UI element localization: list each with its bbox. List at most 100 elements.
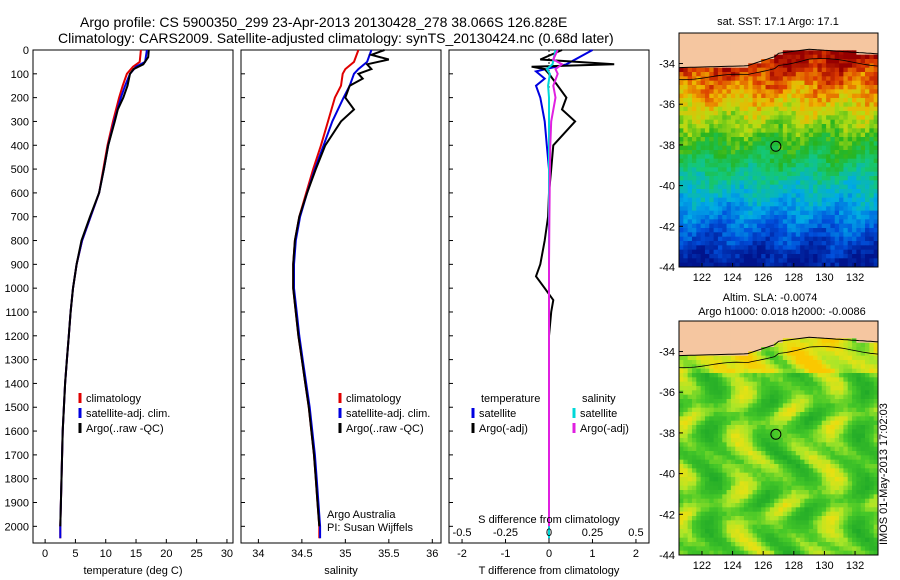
sla-map-cell: [687, 472, 693, 478]
sla-map-cell: [769, 390, 775, 396]
sst-map-cell: [752, 158, 758, 164]
sla-map-cell: [778, 529, 784, 534]
sst-map-cell: [691, 189, 697, 194]
sst-map-cell: [679, 115, 684, 121]
sla-map-cell: [700, 360, 706, 365]
sla-map-cell: [813, 425, 818, 430]
sla-map-cell: [873, 381, 879, 387]
sst-map-cell: [717, 189, 723, 194]
sst-map-cell: [791, 54, 797, 60]
sla-map-cell: [839, 321, 844, 326]
sst-map-cell: [852, 115, 857, 121]
sla-map-cell: [748, 451, 753, 456]
sla-map-cell: [700, 321, 706, 326]
sst-map-cell: [852, 102, 857, 108]
sst-map-cell: [704, 145, 710, 151]
sst-map-cell: [730, 80, 736, 86]
sst-map-cell: [679, 228, 684, 233]
sst-map-cell: [869, 193, 875, 199]
sla-map-cell: [834, 416, 840, 422]
sla-map-cell: [761, 468, 766, 474]
sla-map-cell: [756, 433, 762, 439]
sla-map-cell: [769, 355, 775, 361]
sst-map-cell: [696, 132, 702, 138]
sst-map-cell: [726, 41, 732, 47]
sla-map-cell: [743, 381, 749, 387]
sst-map-cell: [739, 215, 745, 220]
sst-map-cell: [830, 180, 836, 186]
sst-map-cell: [852, 258, 857, 264]
sla-map-cell: [704, 351, 710, 357]
sla-map-cell: [717, 364, 723, 370]
sla-map-cell: [696, 494, 702, 500]
sst-map-cell: [808, 189, 814, 194]
sst-map-cell: [813, 145, 818, 151]
sst-map-cell: [808, 63, 814, 69]
map-y-tick-label: -40: [659, 181, 675, 193]
sla-map-cell: [756, 342, 762, 348]
sla-map-cell: [761, 321, 766, 326]
sst-map-cell: [743, 80, 749, 86]
sla-map-cell: [717, 511, 723, 517]
y-tick-label: 600: [11, 188, 29, 200]
sst-map-cell: [800, 206, 805, 212]
sla-map-cell: [778, 368, 784, 374]
sla-map-cell: [839, 368, 844, 374]
sla-map-cell: [813, 446, 818, 452]
sst-map-cell: [856, 119, 862, 125]
sst-map-cell: [761, 180, 766, 186]
sst-map-cell: [782, 206, 788, 212]
sla-map-cell: [873, 407, 879, 413]
sla-map-cell: [817, 503, 823, 508]
sst-map-cell: [847, 37, 853, 43]
sst-map-cell: [743, 228, 749, 233]
sst-map-cell: [765, 54, 771, 60]
x-axis-label: temperature (deg C): [83, 565, 182, 577]
sst-map-cell: [704, 254, 710, 259]
sst-map-cell: [700, 249, 706, 255]
sla-map-cell: [869, 498, 875, 504]
sst-map-cell: [717, 76, 723, 82]
y-tick-label: 1700: [5, 450, 29, 462]
sst-map-cell: [795, 89, 801, 95]
sst-map-cell: [765, 254, 771, 259]
sst-map-cell: [821, 189, 827, 194]
sla-map-cell: [704, 477, 710, 482]
sst-map-cell: [852, 106, 857, 112]
sla-map-cell: [813, 433, 818, 439]
sst-map-cell: [696, 262, 702, 268]
sst-map-cell: [808, 176, 814, 181]
sla-map-cell: [791, 524, 797, 530]
sla-map-cell: [821, 394, 827, 400]
sst-map-cell: [769, 33, 775, 38]
sla-map-cell: [748, 468, 753, 474]
sst-map-cell: [769, 223, 775, 229]
sst-map-cell: [834, 232, 840, 238]
sla-map-cell: [839, 407, 844, 413]
sla-map-cell: [843, 507, 849, 513]
sst-map-cell: [709, 141, 715, 147]
sla-map-cell: [748, 412, 753, 417]
sla-map-cell: [795, 368, 801, 374]
sst-map-cell: [778, 193, 784, 199]
sst-map-cell: [761, 245, 766, 251]
sla-map-cell: [813, 524, 818, 530]
sla-map-cell: [730, 529, 736, 534]
sst-map-cell: [873, 193, 879, 199]
sla-map-cell: [722, 355, 727, 361]
sla-map-cell: [735, 394, 740, 400]
sst-map-cell: [774, 115, 779, 121]
sst-map-cell: [791, 189, 797, 194]
sst-map-cell: [756, 119, 762, 125]
sst-map-cell: [873, 132, 879, 138]
sst-map-cell: [821, 119, 827, 125]
sla-map-cell: [713, 520, 719, 526]
sst-map-cell: [717, 163, 723, 168]
sla-map-cell: [782, 511, 788, 517]
sla-map-cell: [730, 503, 736, 508]
sla-map-cell: [791, 425, 797, 430]
sst-map-cell: [679, 89, 684, 95]
sla-map-cell: [683, 338, 689, 344]
sst-map-cell: [860, 241, 866, 246]
sla-map-cell: [856, 386, 862, 391]
